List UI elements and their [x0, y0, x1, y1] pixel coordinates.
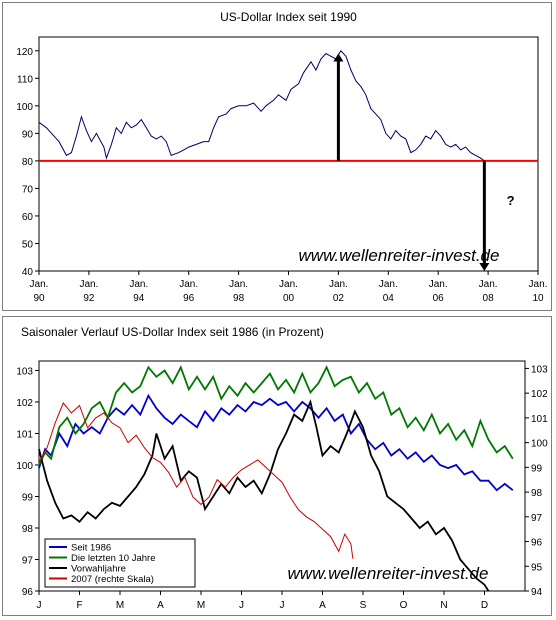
series-line: [38, 393, 514, 492]
x-tick-label: J: [280, 600, 285, 611]
y-tick-label: 90: [22, 129, 34, 140]
y-tick-label: 70: [22, 184, 34, 195]
y-tick-label: 96: [22, 587, 34, 598]
y-tick-label: 99: [22, 492, 34, 503]
y-tick-label: 98: [22, 524, 34, 535]
y2-tick-label: 103: [531, 364, 548, 375]
y-tick-label: 101: [16, 429, 33, 440]
arrow-down-head: [479, 263, 490, 271]
x-tick-label-month: Jan.: [279, 279, 298, 290]
y2-tick-label: 99: [531, 463, 543, 474]
series-line: [38, 365, 514, 466]
x-tick-label-month: Jan.: [79, 279, 98, 290]
x-tick-label: M: [116, 600, 124, 611]
x-tick-label: J: [37, 600, 42, 611]
series-line: [38, 399, 490, 592]
question-mark-annotation: ?: [507, 193, 515, 208]
x-tick-label: A: [319, 600, 326, 611]
y2-tick-label: 96: [531, 538, 543, 549]
series-line: [38, 402, 354, 559]
watermark: www.wellenreiter-invest.de: [288, 564, 489, 583]
x-tick-label-month: Jan.: [529, 279, 548, 290]
x-tick-label: N: [440, 600, 447, 611]
x-tick-label-month: Jan.: [479, 279, 498, 290]
watermark: www.wellenreiter-invest.de: [299, 246, 500, 265]
x-tick-label-year: 06: [433, 293, 445, 304]
y2-tick-label: 97: [531, 513, 543, 524]
legend-label: Seit 1986: [71, 543, 111, 554]
dollar-index-chart: US-Dollar Index seit 1990405060708090100…: [16, 10, 548, 304]
x-tick-label-year: 94: [133, 293, 145, 304]
x-tick-label-month: Jan.: [329, 279, 348, 290]
x-tick-label: A: [157, 600, 164, 611]
legend-box: [44, 538, 196, 588]
y2-tick-label: 101: [531, 414, 548, 425]
x-tick-label-month: Jan.: [429, 279, 448, 290]
x-tick-label: M: [197, 600, 205, 611]
x-tick-label-month: Jan.: [229, 279, 248, 290]
x-tick-label-year: 04: [383, 293, 395, 304]
arrow-up-head: [333, 53, 344, 62]
y-tick-label: 97: [22, 555, 34, 566]
x-tick-label-month: Jan.: [179, 279, 198, 290]
x-tick-label-month: Jan.: [30, 279, 49, 290]
x-tick-label-year: 02: [333, 293, 345, 304]
x-tick-label-year: 00: [283, 293, 295, 304]
y2-tick-label: 98: [531, 488, 543, 499]
legend-label: Die letzten 10 Jahre: [71, 553, 156, 564]
y-tick-label: 100: [16, 102, 33, 113]
y2-tick-label: 102: [531, 389, 548, 400]
x-tick-label-year: 08: [483, 293, 495, 304]
y-tick-label: 50: [22, 239, 34, 250]
x-tick-label: F: [76, 600, 82, 611]
legend-label: 2007 (rechte Skala): [71, 574, 154, 585]
chart-title: Saisonaler Verlauf US-Dollar Index seit …: [21, 325, 324, 339]
y-tick-label: 103: [16, 366, 33, 377]
y-tick-label: 80: [22, 157, 34, 168]
x-tick-label-year: 92: [83, 293, 95, 304]
x-tick-label: O: [400, 600, 408, 611]
x-tick-label-year: 96: [183, 293, 195, 304]
y-tick-label: 110: [17, 74, 33, 85]
x-tick-label-month: Jan.: [379, 279, 398, 290]
x-tick-label-year: 90: [33, 293, 45, 304]
y-tick-label: 102: [16, 398, 33, 409]
x-tick-label: D: [481, 600, 488, 611]
dollar-index-chart-panel: US-Dollar Index seit 1990 40 50 60 70 80 90 100…: [2, 2, 552, 311]
x-tick-label: J: [239, 600, 244, 611]
plot-area: [38, 36, 539, 272]
x-tick-label-month: Jan.: [129, 279, 148, 290]
y2-tick-label: 95: [531, 562, 543, 573]
legend-label: Vorwahljahre: [71, 564, 126, 575]
seasonal-chart: Saisonaler Verlauf US-Dollar Index seit …: [16, 325, 548, 611]
y-tick-label: 60: [22, 212, 34, 223]
y2-tick-label: 94: [531, 587, 543, 598]
dollar-index-series: [38, 49, 485, 162]
y-tick-label: 100: [16, 461, 33, 472]
x-tick-label-year: 10: [532, 293, 544, 304]
x-tick-label: S: [360, 600, 367, 611]
y-tick-label: 120: [16, 47, 33, 58]
x-tick-label-year: 98: [233, 293, 245, 304]
y-tick-label: 40: [22, 267, 34, 278]
seasonal-chart-panel: Saisonaler Verlauf US-Dollar Index seit …: [2, 316, 552, 616]
chart-title: US-Dollar Index seit 1990: [220, 10, 357, 24]
y2-tick-label: 100: [531, 439, 548, 450]
